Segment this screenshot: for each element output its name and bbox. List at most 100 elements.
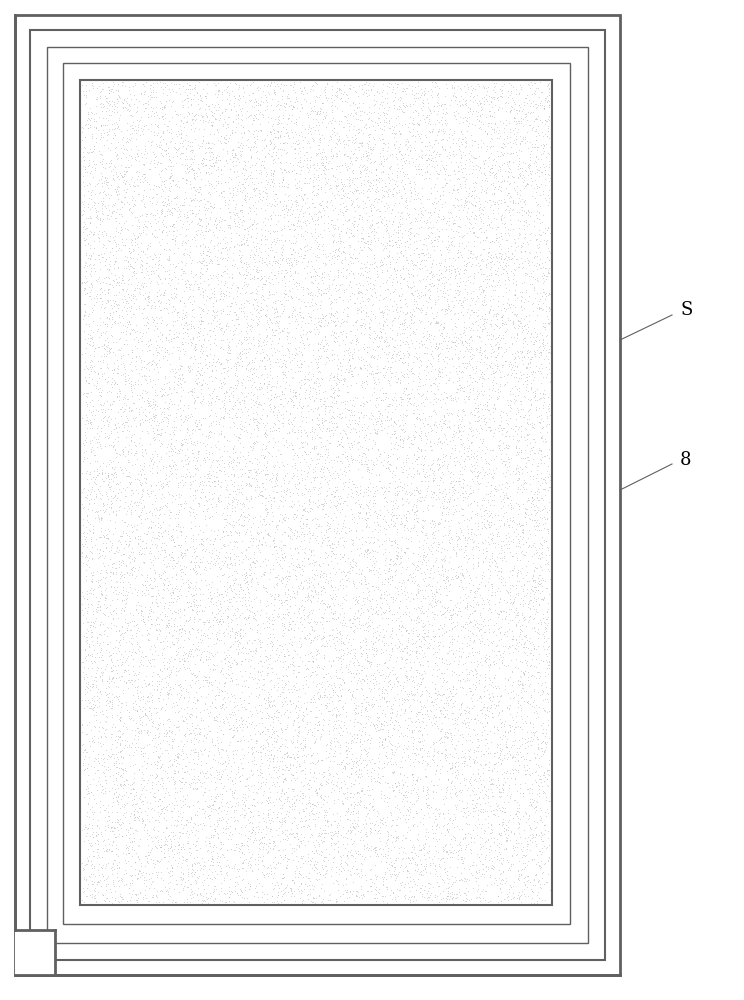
Point [307, 172, 318, 188]
Point [151, 537, 163, 553]
Point [251, 316, 263, 332]
Point [307, 213, 318, 229]
Point [324, 454, 336, 470]
Point [231, 368, 243, 384]
Point [260, 508, 272, 524]
Point [254, 375, 266, 391]
Point [305, 294, 317, 310]
Point [199, 741, 211, 757]
Point [443, 217, 455, 233]
Point [452, 559, 464, 575]
Point [464, 367, 475, 383]
Point [388, 213, 400, 229]
Point [522, 87, 533, 103]
Point [433, 566, 445, 582]
Point [190, 700, 202, 716]
Point [519, 442, 531, 458]
Point [200, 210, 212, 226]
Point [323, 422, 335, 438]
Point [135, 489, 147, 505]
Point [540, 874, 552, 890]
Point [433, 271, 445, 287]
Point [467, 197, 479, 213]
Point [190, 107, 202, 123]
Point [177, 870, 189, 886]
Point [84, 337, 96, 353]
Point [257, 566, 269, 582]
Point [303, 556, 315, 572]
Point [467, 822, 479, 838]
Point [414, 841, 426, 857]
Point [327, 102, 339, 118]
Point [533, 440, 545, 456]
Point [315, 412, 327, 428]
Point [525, 895, 536, 911]
Point [106, 81, 118, 97]
Point [345, 488, 357, 504]
Point [208, 238, 220, 254]
Point [293, 865, 305, 881]
Point [544, 365, 556, 381]
Point [495, 225, 507, 241]
Point [294, 639, 306, 655]
Point [452, 184, 464, 200]
Point [419, 645, 431, 661]
Point [413, 339, 425, 355]
Point [202, 243, 214, 259]
Point [478, 765, 490, 781]
Point [530, 158, 542, 174]
Point [544, 571, 556, 587]
Point [95, 95, 107, 111]
Point [170, 419, 182, 435]
Point [151, 598, 163, 614]
Point [198, 331, 210, 347]
Point [131, 803, 143, 819]
Point [334, 277, 346, 293]
Point [263, 373, 275, 389]
Point [161, 600, 173, 616]
Point [384, 159, 396, 175]
Point [310, 516, 321, 532]
Point [342, 661, 354, 677]
Point [472, 386, 484, 402]
Point [371, 839, 382, 855]
Point [427, 825, 439, 841]
Point [339, 474, 350, 490]
Point [344, 520, 356, 536]
Point [224, 298, 236, 314]
Point [419, 835, 431, 851]
Point [538, 702, 550, 718]
Point [349, 495, 361, 511]
Point [193, 192, 205, 208]
Point [284, 155, 296, 171]
Point [221, 155, 233, 171]
Point [209, 557, 221, 573]
Point [534, 95, 546, 111]
Point [458, 715, 469, 731]
Point [138, 587, 150, 603]
Point [246, 361, 258, 377]
Point [154, 473, 166, 489]
Point [283, 90, 295, 106]
Point [179, 235, 191, 251]
Point [257, 462, 269, 478]
Point [208, 452, 219, 468]
Point [243, 561, 255, 577]
Point [146, 353, 158, 369]
Point [192, 444, 204, 460]
Point [437, 141, 449, 157]
Point [203, 473, 215, 489]
Point [327, 706, 339, 722]
Point [411, 411, 423, 427]
Point [347, 317, 359, 333]
Point [501, 739, 513, 755]
Point [332, 533, 344, 549]
Point [194, 476, 206, 492]
Point [351, 182, 363, 198]
Point [500, 424, 512, 440]
Point [151, 337, 163, 353]
Point [496, 871, 508, 887]
Point [274, 256, 286, 272]
Point [286, 216, 298, 232]
Point [115, 592, 127, 608]
